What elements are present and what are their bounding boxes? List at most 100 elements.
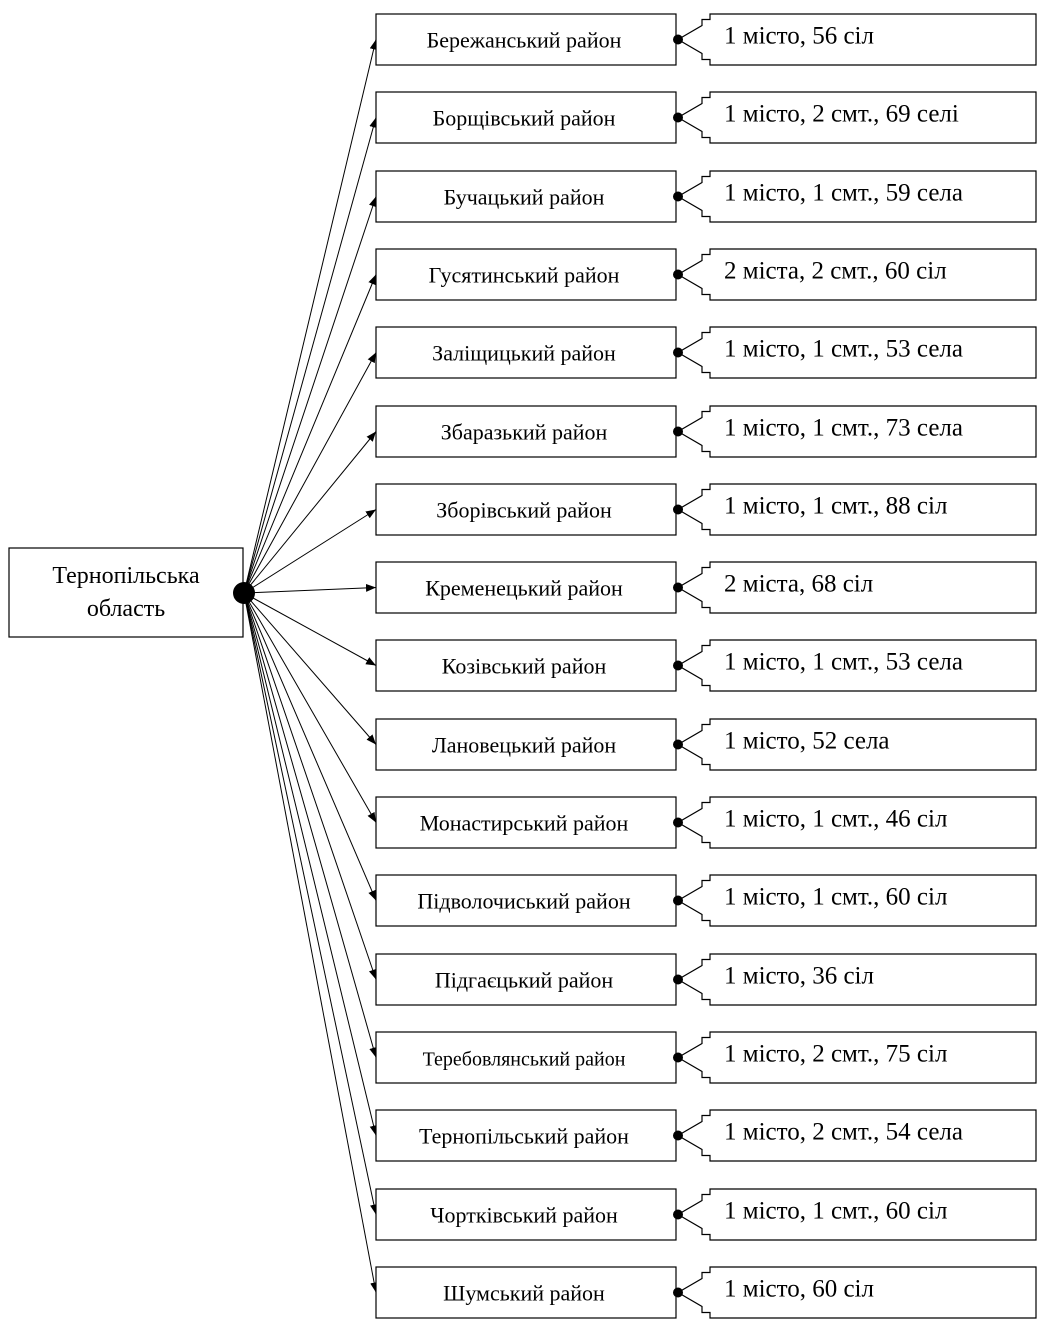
district-settlements: 1 місто, 60 сіл [724,1276,874,1303]
district-name: Збаразький район [441,420,608,445]
connector-arrow [243,592,377,980]
district-box [375,405,677,458]
district-box [375,1188,677,1241]
district-row: Зборівський район 1 місто, 1 смт., 88 сіл [375,483,1037,536]
district-row: Гусятинський район 2 міста, 2 смт., 60 сі… [375,248,1037,301]
anchor-dot [673,817,683,828]
root-box [8,547,244,638]
district-settlements: 1 місто, 1 смт., 46 сіл [724,806,947,833]
info-callout [676,483,1037,536]
info-callout [676,953,1037,1006]
info-callout [676,13,1037,66]
connector-arrow [243,592,377,666]
info-callout [676,91,1037,144]
anchor-dot [673,426,683,437]
district-box [375,1109,677,1162]
district-name: Зборівський район [436,498,612,523]
info-callout [676,1109,1037,1162]
district-box [375,561,677,614]
district-settlements: 1 місто, 2 смт., 69 селі [724,101,959,128]
anchor-dot [673,974,683,985]
anchor-dot [673,660,683,671]
district-name: Чортківський район [430,1203,618,1228]
district-name: Бережанський район [427,28,622,53]
info-callout [676,639,1037,692]
district-name: Лановецький район [432,733,617,758]
connector-arrow [243,592,379,1293]
connector-arrow [243,39,378,594]
district-name: Борщівський район [433,106,616,131]
district-row: Борщівський район 1 місто, 2 смт., 69 сел… [375,91,1037,144]
anchor-dot [673,191,683,202]
root-hub-dot [233,582,255,604]
district-row: Підволочиський район 1 місто, 1 смт., 60 … [375,874,1037,927]
district-row: Теребовлянський район 1 місто, 2 смт., 75… [375,1031,1037,1084]
info-callout [676,248,1037,301]
district-name: Козівський район [442,654,607,679]
district-name: Гусятинський район [429,263,620,288]
district-box [375,483,677,536]
connector-arrow [243,196,377,594]
district-settlements: 1 місто, 2 смт., 54 села [724,1119,963,1146]
info-callout [676,874,1037,927]
district-settlements: 1 місто, 1 смт., 60 сіл [724,884,947,911]
district-row: Збаразький район 1 місто, 1 смт., 73 села [375,405,1037,458]
anchor-dot [673,895,683,906]
district-box [375,248,677,301]
info-callout [676,718,1037,771]
district-row: Тернопільський район 1 місто, 2 смт., 54 … [375,1109,1037,1162]
anchor-dot [673,582,683,593]
anchor-dot [673,739,683,750]
district-settlements: 1 місто, 36 сіл [724,963,874,990]
connector-arrow [243,592,377,823]
connector-arrow [243,592,378,1215]
info-callout [676,1031,1037,1084]
district-row: Бучацький район 1 місто, 1 смт., 59 села [375,170,1037,223]
connector-arrow [243,592,377,745]
connector-arrow [243,592,378,1136]
district-name: Монастирський район [420,811,629,836]
anchor-dot [673,1209,683,1220]
district-settlements: 1 місто, 52 села [724,728,890,755]
district-settlements: 1 місто, 1 смт., 88 сіл [724,493,947,520]
root-node: Тернопільська область [8,547,244,638]
district-row: Шумський район 1 місто, 60 сіл [375,1266,1037,1319]
district-row: Заліщицький район 1 місто, 1 смт., 53 сел… [375,326,1037,379]
anchor-dot [673,112,683,123]
root-label-line2: область [87,596,165,622]
district-box [375,1266,677,1319]
district-box [375,796,677,849]
district-name: Підгаєцький район [435,968,614,993]
district-box [375,953,677,1006]
district-settlements: 1 місто, 1 смт., 53 села [724,336,963,363]
district-name: Бучацький район [444,185,605,210]
district-row: Козівський район 1 місто, 1 смт., 53 села [375,639,1037,692]
anchor-dot [673,1052,683,1063]
anchor-dot [673,1287,683,1298]
district-settlements: 1 місто, 1 смт., 59 села [724,180,963,207]
anchor-dot [673,34,683,45]
district-list: Бережанський район 1 місто, 56 сіл Борщівс… [375,13,1037,1319]
district-row: Монастирський район 1 місто, 1 смт., 46 с… [375,796,1037,849]
connector-lines [243,39,379,1293]
district-row: Підгаєцький район 1 місто, 36 сіл [375,953,1037,1006]
district-box [375,718,677,771]
district-box [375,1031,677,1084]
district-settlements: 1 місто, 2 смт., 75 сіл [724,1041,947,1068]
district-name: Теребовлянський район [423,1049,626,1071]
info-callout [676,170,1037,223]
district-name: Кременецький район [425,576,623,601]
info-callout [676,1266,1037,1319]
info-callout [676,326,1037,379]
info-callout [676,405,1037,458]
district-box [375,639,677,692]
root-label-line1: Тернопільська [52,563,200,589]
district-name: Шумський район [443,1281,605,1306]
anchor-dot [673,504,683,515]
connector-arrow [243,592,378,1058]
connector-arrow [243,509,377,594]
district-name: Заліщицький район [432,341,616,366]
district-box [375,13,677,66]
connector-arrow [243,583,377,594]
